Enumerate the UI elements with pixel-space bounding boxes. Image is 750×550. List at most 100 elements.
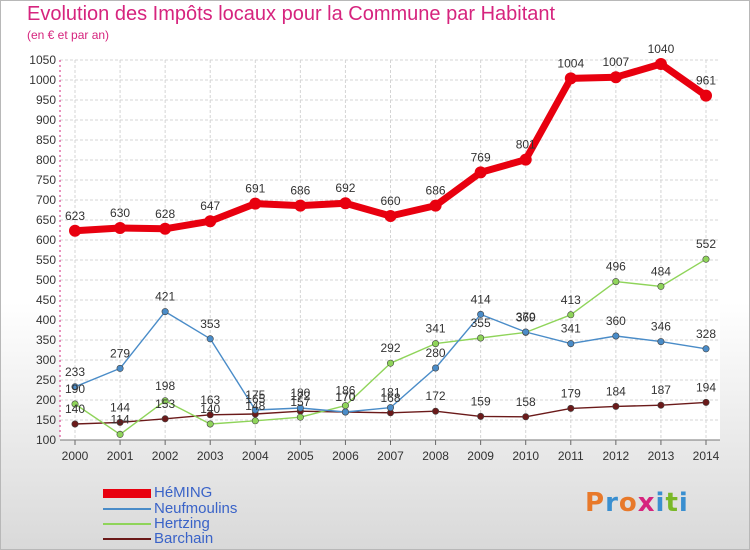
y-tick-label: 1050 [29,53,56,67]
x-tick-label: 2012 [603,449,630,463]
data-point [386,404,394,412]
data-point [206,335,214,343]
x-tick-label: 2000 [62,449,89,463]
y-tick-label: 800 [36,153,56,167]
data-label: 140 [200,402,220,416]
data-label: 194 [696,380,716,394]
y-tick-label: 500 [36,273,56,287]
x-tick-label: 2002 [152,449,179,463]
data-point [204,215,217,228]
data-point [386,359,394,367]
data-label: 163 [200,393,220,407]
data-point [429,199,442,212]
data-label: 184 [606,384,626,398]
data-label: 114 [111,412,130,426]
data-point [477,412,485,420]
data-label: 692 [335,181,355,195]
data-label: 660 [380,194,400,208]
data-point [341,408,349,416]
data-label: 328 [696,327,716,341]
data-label: 686 [290,184,310,198]
data-label: 148 [245,399,265,413]
x-tick-label: 2010 [512,449,539,463]
logo-letter: r [605,488,619,518]
logo-letter: i [678,488,689,518]
data-point [161,415,169,423]
data-label: 346 [651,320,671,334]
data-label: 341 [561,322,581,336]
data-point [702,345,710,353]
data-point [296,404,304,412]
legend-label: Hertzing [154,515,210,532]
legend-label: Barchain [154,530,214,547]
data-label: 1007 [603,55,630,69]
data-label: 370 [516,310,536,324]
data-label: 353 [200,317,220,331]
data-label: 170 [335,390,355,404]
data-point [161,397,169,405]
proxiti-logo: Proxiti [585,488,689,518]
data-point [702,398,710,406]
data-point [612,332,620,340]
data-point [251,417,259,425]
data-label: 140 [65,402,85,416]
data-label: 769 [471,150,491,164]
data-point [206,411,214,419]
y-tick-label: 350 [36,333,56,347]
legend-swatch [103,508,151,510]
data-point [294,199,307,212]
data-label: 801 [516,138,536,152]
data-label: 355 [471,316,491,330]
data-label: 552 [696,237,716,251]
data-label: 360 [606,314,626,328]
data-point [519,153,532,166]
data-point [654,58,667,70]
data-label: 172 [426,389,446,403]
data-point [71,400,79,408]
data-label: 628 [155,207,175,221]
data-label: 961 [696,74,716,88]
legend-swatch [103,538,151,540]
chart-subtitle: (en € et par an) [27,28,110,42]
data-point [432,364,440,372]
data-label: 159 [471,394,491,408]
y-tick-label: 150 [36,413,56,427]
data-label: 280 [426,346,446,360]
x-tick-label: 2006 [332,449,359,463]
logo-letter: i [655,488,666,518]
data-label: 647 [200,199,220,213]
data-point [702,255,710,263]
x-tick-label: 2003 [197,449,224,463]
data-point [567,340,575,348]
data-point [206,420,214,428]
data-label: 153 [155,397,175,411]
data-point [477,310,485,318]
y-tick-label: 1000 [29,73,56,87]
data-label: 341 [426,322,446,336]
data-point [69,224,81,237]
data-label: 144 [110,400,130,414]
data-point [567,311,575,319]
y-tick-label: 100 [36,433,56,447]
data-point [564,72,577,85]
x-tick-label: 2014 [693,449,720,463]
chart-title: Evolution des Impôts locaux pour la Comm… [27,3,556,25]
x-tick-label: 2001 [107,449,134,463]
data-point [432,407,440,415]
y-tick-label: 650 [36,213,56,227]
data-point [522,328,530,336]
data-label: 623 [65,209,85,223]
data-label: 172 [290,389,310,403]
data-point [432,340,440,348]
data-label: 421 [155,290,175,304]
legend-label: HéMING [154,484,213,501]
y-tick-label: 750 [36,173,56,187]
data-label: 175 [245,388,265,402]
data-point [339,197,352,210]
legend-swatch [103,523,151,525]
logo-letter: o [618,488,638,518]
data-point [116,430,124,438]
y-tick-label: 850 [36,133,56,147]
x-tick-label: 2004 [242,449,269,463]
